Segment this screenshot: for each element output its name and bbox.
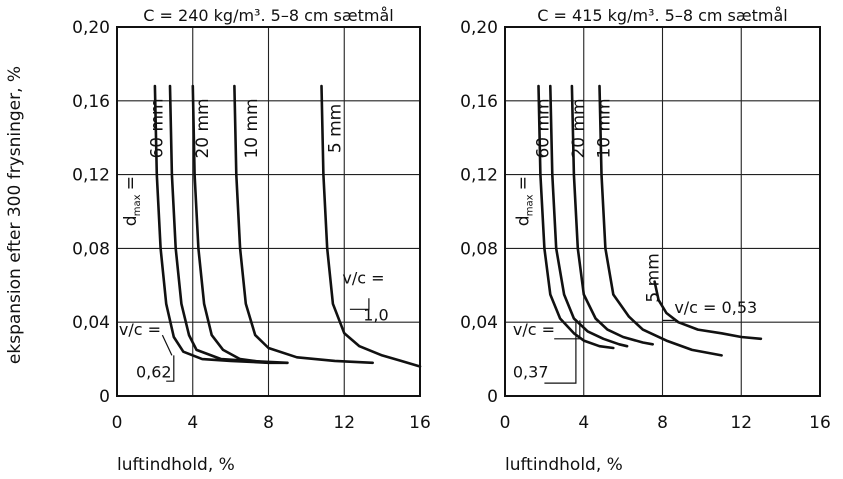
annotation-leader [544,322,577,384]
annotation-leader [166,355,175,382]
dmax-subscript: max [132,194,143,216]
series-line [598,84,723,357]
series-line [537,84,615,350]
x-tick-label: 4 [187,413,198,433]
series-line [570,84,654,346]
x-tick-label: 0 [112,413,123,433]
x-tick-label: 0 [500,413,511,433]
dmax-letter: d [514,215,534,226]
y-tick-label: 0,08 [72,239,110,259]
plot-frame [504,26,821,397]
x-tick-label: 16 [409,413,431,433]
annotation-leader [161,334,173,356]
y-tick-label: 0 [99,387,110,407]
y-tick-label: 0,12 [72,166,110,186]
y-axis-label: ekspansion efter 300 frysninger, % [5,66,25,364]
dmax-subscript: max [525,194,536,216]
series-label: 60 mm [147,98,167,158]
chart-panel-1: 0 0,04 0,08 0,12 0,16 0,20 0 4 8 12 16 C = 240 kg/m… [72,6,431,475]
series-line [320,84,422,368]
y-tick-label: 0,20 [460,18,498,38]
series-label: 20 mm [193,98,213,158]
dmax-equals: = [514,176,534,190]
y-tick-label: 0,04 [72,313,110,333]
series-label: 5 mm [325,104,345,153]
y-tick-label: 0,16 [72,92,110,112]
x-axis-label: luftindhold, % [505,455,623,475]
annotation-label: v/c = [119,320,161,339]
y-tick-label: 0,16 [460,92,498,112]
x-tick-label: 8 [657,413,668,433]
chart-panel-2: 0 0,04 0,08 0,12 0,16 0,20 0 4 8 12 16 C = 415 kg/m… [460,6,831,475]
x-tick-label: 12 [730,413,752,433]
x-tick-label: 4 [578,413,589,433]
x-axis-label: luftindhold, % [117,455,235,475]
series-label: 60 mm [533,98,553,158]
series-label: 5 mm [644,253,664,302]
x-tick-label: 12 [333,413,355,433]
annotation-label: 1,0 [363,305,388,324]
y-tick-label: 0 [487,387,498,407]
chart-title: C = 415 kg/m³. 5–8 cm sætmål [537,6,787,25]
chart-title: C = 240 kg/m³. 5–8 cm sætmål [143,6,393,25]
series-line [233,84,374,365]
series-line [653,280,763,341]
annotation-leader [554,320,581,340]
y-tick-label: 0,04 [460,313,498,333]
series-line [191,84,289,365]
x-tick-label: 16 [809,413,831,433]
y-tick-label: 0,12 [460,166,498,186]
series-line [168,84,289,365]
series-label: 10 mm [242,98,262,158]
annotation-label: 0,62 [136,363,172,382]
y-tick-label: 0,08 [460,239,498,259]
annotation-label: v/c = [342,268,384,287]
dmax-letter: d [121,215,141,226]
x-tick-label: 8 [263,413,274,433]
annotation-label: v/c = 0,53 [674,298,757,317]
series-label: 10 mm [594,98,614,158]
plot-frame [116,26,421,397]
series-line [549,84,629,348]
series-label: 20 mm [569,98,589,158]
annotation-label: v/c = [513,320,555,339]
dmax-equals: = [121,176,141,190]
annotation-label: 0,37 [513,363,549,382]
annotation-leader [349,298,370,310]
y-tick-label: 0,20 [72,18,110,38]
